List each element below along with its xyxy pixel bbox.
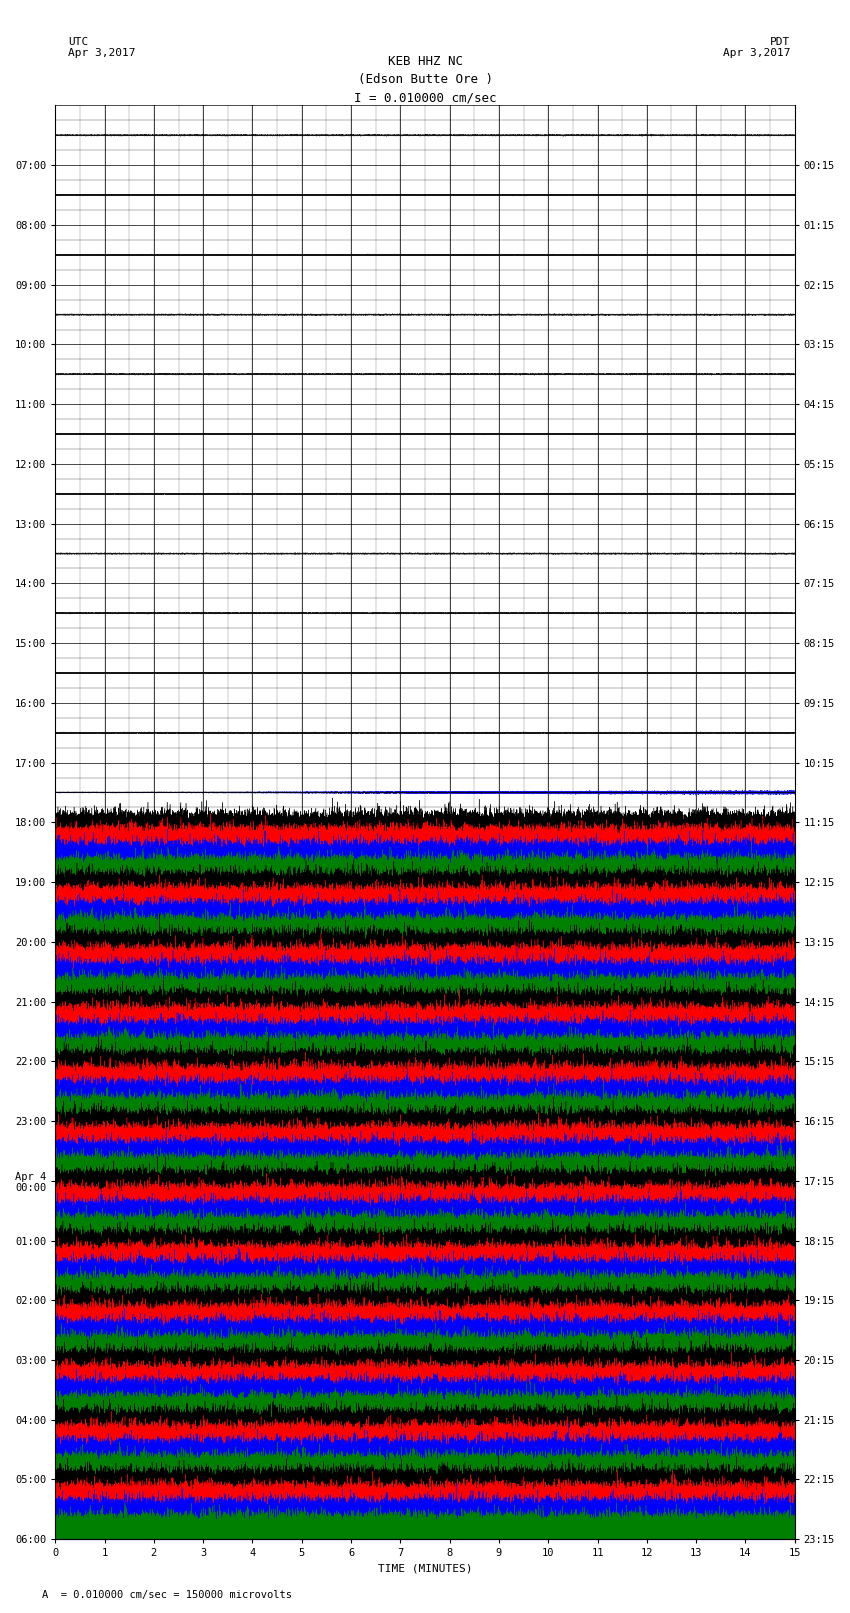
Title: KEB HHZ NC
(Edson Butte Ore )
I = 0.010000 cm/sec: KEB HHZ NC (Edson Butte Ore ) I = 0.0100…: [354, 55, 496, 105]
X-axis label: TIME (MINUTES): TIME (MINUTES): [377, 1565, 473, 1574]
Text: A  = 0.010000 cm/sec = 150000 microvolts: A = 0.010000 cm/sec = 150000 microvolts: [42, 1590, 292, 1600]
Text: Apr 3,2017: Apr 3,2017: [723, 48, 791, 58]
Text: UTC: UTC: [68, 37, 88, 47]
Text: Apr 3,2017: Apr 3,2017: [68, 48, 135, 58]
Text: PDT: PDT: [770, 37, 790, 47]
